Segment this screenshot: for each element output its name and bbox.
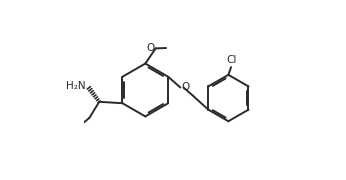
Text: Cl: Cl xyxy=(227,55,237,65)
Text: H₂N: H₂N xyxy=(66,81,85,91)
Text: O: O xyxy=(181,82,190,92)
Text: O: O xyxy=(146,43,154,53)
